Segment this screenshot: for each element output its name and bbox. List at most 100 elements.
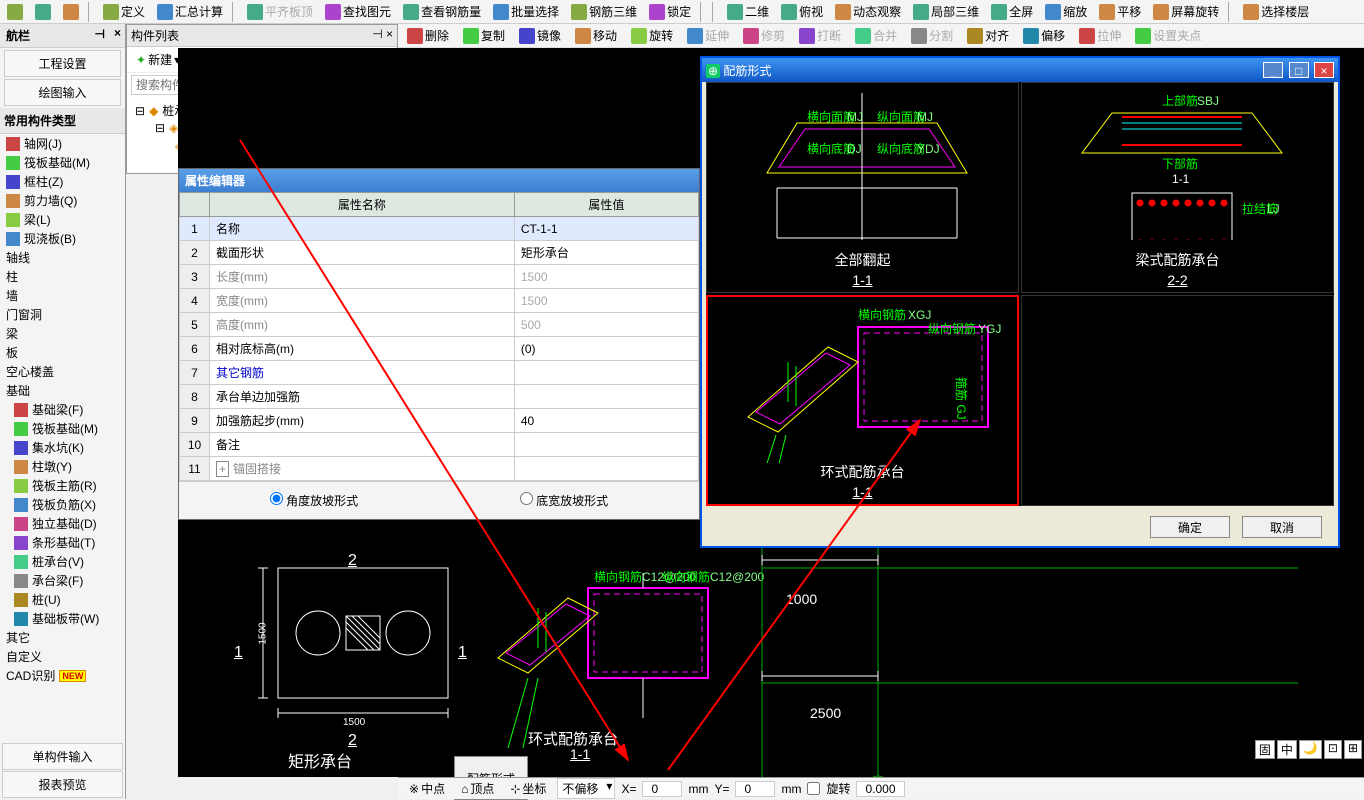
type-2[interactable]: 框柱(Z): [0, 172, 125, 191]
tb-redo[interactable]: [58, 2, 84, 22]
tb-r3d[interactable]: 钢筋三维: [566, 1, 642, 22]
dlg-cell-2[interactable]: 横向钢筋XGJ纵向钢筋YGJ箍筋 GJ环式配筋承台1-1: [706, 295, 1019, 506]
new-component-button[interactable]: ✦ 新建 ▾: [131, 49, 185, 70]
dialog-titlebar[interactable]: ⊕ 配筋形式 _ □ ×: [702, 58, 1338, 82]
tb-batch[interactable]: 批量选择: [488, 1, 564, 22]
ct-8[interactable]: 合并: [850, 25, 902, 46]
ct-9[interactable]: 分割: [906, 25, 958, 46]
cat-0[interactable]: 轴线: [0, 248, 125, 267]
prop-row-2[interactable]: 2截面形状矩形承台: [180, 241, 699, 265]
prop-row-3[interactable]: 3长度(mm)1500: [180, 265, 699, 289]
pval[interactable]: 1500: [514, 265, 698, 289]
tb-zoom[interactable]: 缩放: [1040, 1, 1092, 22]
pval[interactable]: [514, 385, 698, 409]
cat-7[interactable]: 基础: [0, 381, 125, 400]
pval[interactable]: [514, 433, 698, 457]
minimize-icon[interactable]: _: [1263, 62, 1283, 78]
found-10[interactable]: 桩(U): [0, 590, 125, 609]
prop-row-1[interactable]: 1名称CT-1-1: [180, 217, 699, 241]
found-9[interactable]: 承台梁(F): [0, 571, 125, 590]
cat-6[interactable]: 空心楼盖: [0, 362, 125, 381]
found-8[interactable]: 桩承台(V): [0, 552, 125, 571]
rot-field[interactable]: 0.000: [856, 781, 904, 797]
found-1[interactable]: 筏板基础(M): [0, 419, 125, 438]
prop-row-5[interactable]: 5高度(mm)500: [180, 313, 699, 337]
cad-recognize-item[interactable]: CAD识别 NEW: [0, 666, 125, 685]
sb-ico-2[interactable]: 🌙: [1299, 740, 1322, 759]
ct-10[interactable]: 对齐: [962, 25, 1014, 46]
found-5[interactable]: 筏板负筋(X): [0, 495, 125, 514]
close-icon[interactable]: ×: [386, 27, 393, 41]
prop-row-4[interactable]: 4宽度(mm)1500: [180, 289, 699, 313]
ct-7[interactable]: 打断: [794, 25, 846, 46]
pval[interactable]: (0): [514, 337, 698, 361]
ct-11[interactable]: 偏移: [1018, 25, 1070, 46]
tb-loc3d[interactable]: 局部三维: [908, 1, 984, 22]
tb-dyn[interactable]: 动态观察: [830, 1, 906, 22]
pin-icon[interactable]: ⊣: [372, 27, 382, 41]
cat-3[interactable]: 门窗洞: [0, 305, 125, 324]
found-0[interactable]: 基础梁(F): [0, 400, 125, 419]
prop-row-10[interactable]: 10备注: [180, 433, 699, 457]
pval[interactable]: 500: [514, 313, 698, 337]
ct-5[interactable]: 延伸: [682, 25, 734, 46]
ct-0[interactable]: 删除: [402, 25, 454, 46]
pval[interactable]: [514, 457, 698, 481]
sb-ico-0[interactable]: 固: [1255, 740, 1275, 759]
offset-dropdown[interactable]: 不偏移: [557, 778, 615, 799]
tb-persp[interactable]: 俯视: [776, 1, 828, 22]
pval[interactable]: 40: [514, 409, 698, 433]
x-field[interactable]: 0: [642, 781, 682, 797]
tb-lock[interactable]: 锁定: [644, 1, 696, 22]
ct-6[interactable]: 修剪: [738, 25, 790, 46]
tb-rot[interactable]: 屏幕旋转: [1148, 1, 1224, 22]
type-4[interactable]: 梁(L): [0, 210, 125, 229]
radio-angle[interactable]: 角度放坡形式: [270, 492, 358, 509]
dialog-ok-button[interactable]: 确定: [1150, 516, 1230, 538]
pval[interactable]: 1500: [514, 289, 698, 313]
found-7[interactable]: 条形基础(T): [0, 533, 125, 552]
tb-rebar[interactable]: 查看钢筋量: [398, 1, 486, 22]
dlg-cell-1[interactable]: 上部筋 SBJ下部筋拉结筋LJ1-1梁式配筋承台2-2: [1021, 82, 1334, 293]
ct-3[interactable]: 移动: [570, 25, 622, 46]
tb-def[interactable]: 定义: [98, 1, 150, 22]
bottom-1[interactable]: 报表预览: [2, 771, 123, 798]
tb-undo[interactable]: [30, 2, 56, 22]
pval[interactable]: 矩形承台: [514, 241, 698, 265]
snap-midpoint[interactable]: ※中点: [404, 778, 450, 799]
ct-12[interactable]: 拉伸: [1074, 25, 1126, 46]
bottom-0[interactable]: 单构件输入: [2, 743, 123, 770]
dialog-cancel-button[interactable]: 取消: [1242, 516, 1322, 538]
rot-checkbox[interactable]: [807, 782, 820, 795]
sb-ico-3[interactable]: ⊡: [1324, 740, 1342, 759]
close-icon[interactable]: ×: [1314, 62, 1334, 78]
tail-0[interactable]: 其它: [0, 628, 125, 647]
tail-1[interactable]: 自定义: [0, 647, 125, 666]
prop-row-7[interactable]: 7其它钢筋: [180, 361, 699, 385]
prop-row-8[interactable]: 8承台单边加强筋: [180, 385, 699, 409]
cat-4[interactable]: 梁: [0, 324, 125, 343]
pval[interactable]: CT-1-1: [514, 217, 698, 241]
ct-1[interactable]: 复制: [458, 25, 510, 46]
type-1[interactable]: 筏板基础(M): [0, 153, 125, 172]
nav-top-0[interactable]: 工程设置: [4, 50, 121, 77]
found-4[interactable]: 筏板主筋(R): [0, 476, 125, 495]
dlg-cell-0[interactable]: 横向面筋MJ纵向面筋MJ横向底筋DJ纵向底筋YDJ全部翻起1-1: [706, 82, 1019, 293]
type-3[interactable]: 剪力墙(Q): [0, 191, 125, 210]
radio-width[interactable]: 底宽放坡形式: [520, 492, 608, 509]
ct-2[interactable]: 镜像: [514, 25, 566, 46]
maximize-icon[interactable]: □: [1289, 62, 1309, 78]
tb-full[interactable]: 全屏: [986, 1, 1038, 22]
tb-sum[interactable]: 汇总计算: [152, 1, 228, 22]
sb-ico-4[interactable]: ⊞: [1344, 740, 1362, 759]
found-2[interactable]: 集水坑(K): [0, 438, 125, 457]
snap-vertex[interactable]: ⌂顶点: [456, 778, 499, 799]
cat-5[interactable]: 板: [0, 343, 125, 362]
type-5[interactable]: 现浇板(B): [0, 229, 125, 248]
prop-row-9[interactable]: 9加强筋起步(mm)40: [180, 409, 699, 433]
left-panel-pin-icon[interactable]: ⊣: [95, 27, 105, 41]
pval[interactable]: [514, 361, 698, 385]
prop-row-6[interactable]: 6相对底标高(m)(0): [180, 337, 699, 361]
prop-row-11[interactable]: 11+锚固搭接: [180, 457, 699, 481]
snap-coord[interactable]: ⊹坐标: [505, 778, 551, 799]
